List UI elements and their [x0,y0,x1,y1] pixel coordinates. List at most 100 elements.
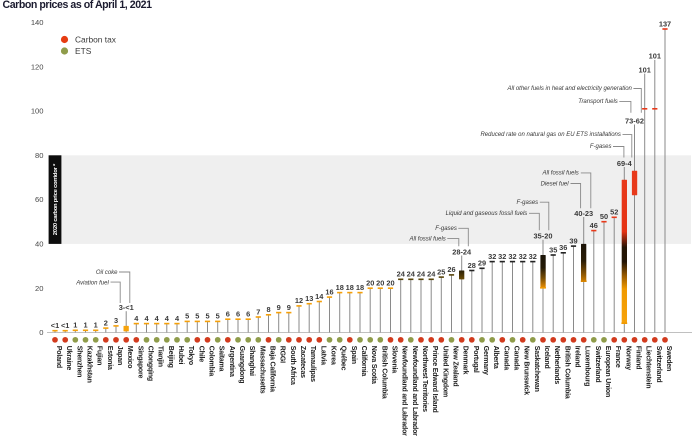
svg-text:Colombia: Colombia [208,346,215,377]
svg-text:32: 32 [519,252,527,261]
svg-text:35-20: 35-20 [534,232,553,241]
svg-text:Reduced rate on natural gas on: Reduced rate on natural gas on EU ETS in… [480,132,620,138]
svg-text:137: 137 [659,19,671,28]
svg-text:9: 9 [277,303,281,312]
svg-text:35: 35 [549,245,557,254]
svg-text:4: 4 [155,314,160,323]
svg-text:4: 4 [165,314,170,323]
svg-text:Estonia: Estonia [106,346,113,370]
svg-text:Québec: Québec [340,346,347,371]
svg-text:32: 32 [488,252,496,261]
svg-text:Luxembourg: Luxembourg [584,346,591,386]
svg-text:Poland: Poland [55,346,62,368]
svg-text:France: France [614,346,621,368]
svg-text:Tokyo: Tokyo [187,346,194,365]
svg-text:New Zealand: New Zealand [452,346,459,387]
svg-text:New Brunswick: New Brunswick [523,346,530,395]
svg-text:Alberta: Alberta [492,346,499,369]
svg-text:Northwest Territories: Northwest Territories [421,346,428,412]
svg-text:52: 52 [610,208,618,217]
svg-text:80: 80 [35,151,43,160]
svg-text:Massachusetts: Massachusetts [258,346,265,394]
svg-text:Fujian: Fujian [96,346,103,365]
svg-text:Finland: Finland [635,346,642,370]
svg-text:20: 20 [366,279,374,288]
svg-text:F-gases: F-gases [590,144,612,150]
svg-text:6: 6 [236,310,240,319]
svg-text:Liechtenstein: Liechtenstein [645,346,652,389]
svg-text:ETS: ETS [75,46,92,56]
svg-text:18: 18 [336,283,344,292]
svg-text:2: 2 [104,318,108,327]
svg-text:9: 9 [287,303,291,312]
svg-text:40-23: 40-23 [574,209,593,218]
svg-text:24: 24 [397,270,406,279]
svg-text:4: 4 [134,314,139,323]
svg-text:14: 14 [315,292,324,301]
svg-text:32: 32 [508,252,516,261]
svg-text:Denmark: Denmark [462,346,469,375]
svg-text:F-gases: F-gases [517,200,539,206]
svg-text:Diesel fuel: Diesel fuel [541,182,570,188]
svg-text:36: 36 [559,243,567,252]
svg-text:Newfoundland and Labrador: Newfoundland and Labrador [411,346,418,436]
svg-text:British Columbia: British Columbia [563,346,570,399]
svg-text:20: 20 [35,284,43,293]
svg-text:<1: <1 [61,321,69,330]
svg-text:24: 24 [417,270,426,279]
svg-text:26: 26 [447,265,455,274]
svg-text:4: 4 [175,314,180,323]
svg-text:140: 140 [31,18,44,27]
svg-text:12: 12 [295,296,303,305]
svg-text:101: 101 [649,52,661,61]
svg-text:Spain: Spain [350,346,357,364]
svg-text:Aviation fuel: Aviation fuel [75,281,109,287]
svg-text:Chile: Chile [197,346,204,362]
svg-text:29: 29 [478,259,486,268]
svg-text:18: 18 [346,283,354,292]
svg-text:Ireland: Ireland [574,346,581,368]
svg-text:<1: <1 [51,321,59,330]
svg-text:Japan: Japan [116,346,123,365]
svg-text:4: 4 [144,314,149,323]
svg-text:Shenzhen: Shenzhen [75,346,82,377]
svg-text:All fossil fuels: All fossil fuels [541,171,578,177]
svg-text:32: 32 [529,252,537,261]
svg-text:50: 50 [600,212,608,221]
svg-text:South Africa: South Africa [289,346,296,385]
svg-text:2020 carbon price corridor *: 2020 carbon price corridor * [53,163,59,235]
svg-text:28: 28 [468,261,476,270]
svg-text:24: 24 [427,270,436,279]
svg-text:Iceland: Iceland [543,346,550,369]
svg-text:Kazakhstan: Kazakhstan [86,346,93,383]
svg-text:Tamaulipas: Tamaulipas [309,346,316,382]
svg-text:Oil coke: Oil coke [96,270,118,276]
svg-text:Slovenia: Slovenia [391,346,398,373]
svg-text:32: 32 [498,252,506,261]
svg-text:60: 60 [35,195,43,204]
svg-text:F-gases: F-gases [435,226,457,232]
svg-text:24: 24 [407,270,416,279]
svg-text:6: 6 [246,310,250,319]
svg-text:European Union: European Union [604,346,611,397]
svg-text:United Kingdom: United Kingdom [441,346,448,397]
svg-text:20: 20 [386,279,394,288]
svg-text:Beijing: Beijing [167,346,174,368]
svg-text:Korea: Korea [330,346,337,365]
svg-text:20: 20 [376,279,384,288]
svg-text:1: 1 [83,321,87,330]
svg-text:69-4: 69-4 [617,159,633,168]
svg-text:18: 18 [356,283,364,292]
svg-text:7: 7 [256,307,260,316]
svg-text:120: 120 [31,62,44,71]
svg-text:Shanghai: Shanghai [248,346,255,376]
svg-text:Prince Edward Island: Prince Edward Island [431,346,438,413]
svg-text:California: California [360,346,367,377]
svg-text:RGGI: RGGI [279,346,286,363]
svg-text:Canada: Canada [502,346,509,370]
svg-text:Carbon tax: Carbon tax [75,34,117,44]
svg-text:Mexico: Mexico [126,346,133,369]
svg-text:16: 16 [325,287,333,296]
svg-text:5: 5 [195,312,199,321]
svg-text:5: 5 [205,312,209,321]
